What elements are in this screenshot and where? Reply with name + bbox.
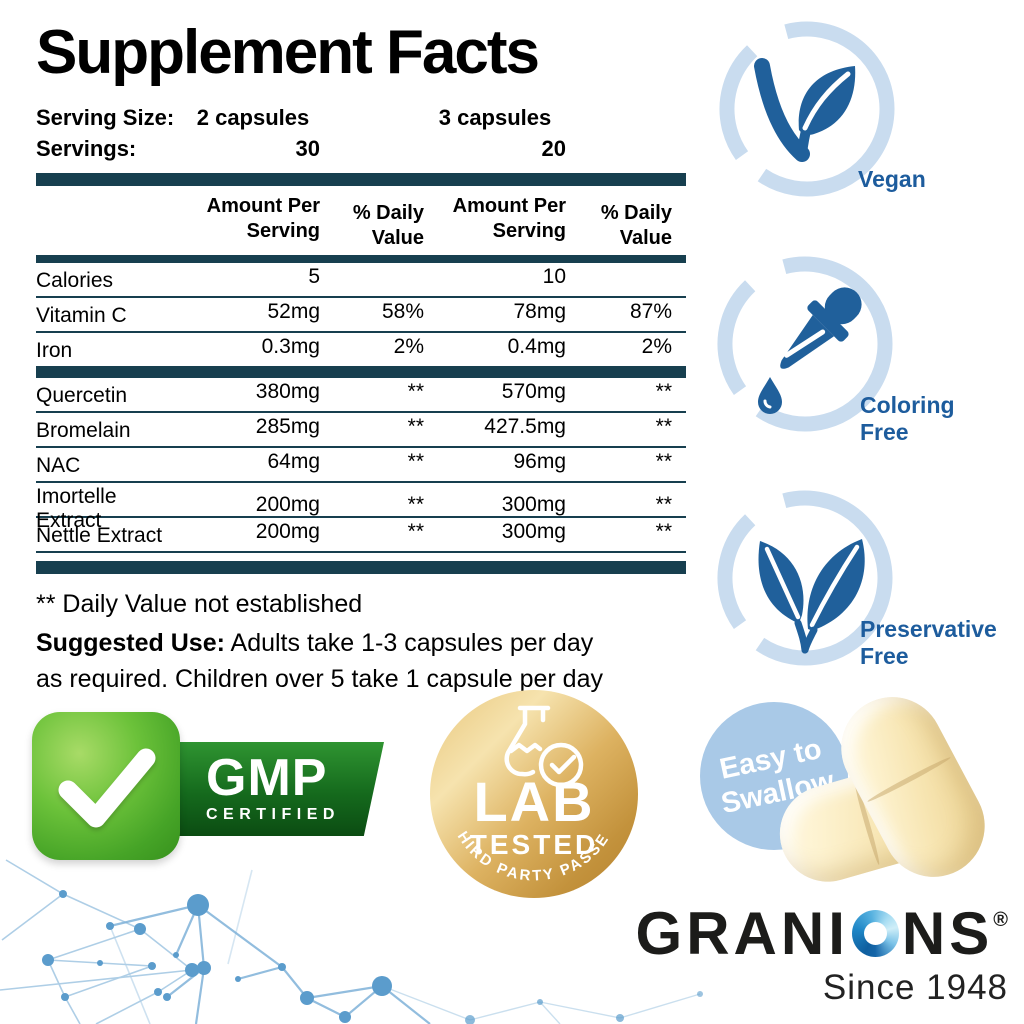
row-name: Imortelle Extract <box>36 484 117 532</box>
green-checkmark-icon <box>32 712 180 860</box>
row-dv-2: ** <box>655 492 672 516</box>
table-header: Amount Per Serving % Daily Value Amount … <box>36 194 686 251</box>
table-row: Bromelain 285mg ** 427.5mg ** <box>36 413 686 448</box>
vegan-label: Vegan <box>858 166 926 192</box>
gmp-title: GMP <box>206 748 328 807</box>
serving-size-label: Serving Size: <box>36 105 175 131</box>
row-amount-2: 300mg <box>501 520 566 544</box>
header-dv-2: % Daily Value <box>600 201 672 249</box>
registered-trademark: ® <box>993 909 1008 931</box>
lab-tested-seal: LAB TESTED THIRD PARTY PASSED <box>421 675 640 900</box>
row-name: Calories <box>36 269 114 293</box>
leaves-icon <box>717 490 893 666</box>
brand-logo: GRANI NS® Since 1948 <box>636 904 1008 1008</box>
gmp-banner: GMP CERTIFIED <box>160 742 384 836</box>
row-amount-1: 200mg <box>255 520 320 544</box>
servings-option1: 30 <box>295 136 320 162</box>
row-name: NAC <box>36 454 81 478</box>
table-row: Imortelle Extract 200mg ** 300mg ** <box>36 483 686 532</box>
divider-thick-top <box>36 172 686 186</box>
brand-tagline: Since 1948 <box>822 968 1008 1007</box>
row-name: Nettle Extract <box>36 524 163 548</box>
header-amount-2: Amount Per Serving <box>452 194 566 242</box>
table-row: Calories 5 10 <box>36 263 686 298</box>
row-amount-1: 380mg <box>255 380 320 404</box>
table-row: Nettle Extract 200mg ** 300mg ** <box>36 518 686 553</box>
divider-heavy <box>36 367 686 378</box>
row-dv-1: ** <box>407 380 424 404</box>
table-row: NAC 64mg ** 96mg ** <box>36 448 686 483</box>
table-row: Vitamin C 52mg 58% 78mg 87% <box>36 298 686 333</box>
table-row: Iron 0.3mg 2% 0.4mg 2% <box>36 333 686 368</box>
row-amount-2: 300mg <box>501 492 566 516</box>
lab-subtitle: TESTED <box>470 829 598 860</box>
row-dv-1: ** <box>407 450 424 474</box>
serving-info: Serving Size: 2 capsules 3 capsules Serv… <box>36 103 686 165</box>
flask-check-icon: LAB TESTED THIRD PARTY PASSED <box>421 675 638 898</box>
row-amount-2: 96mg <box>513 450 566 474</box>
suggested-use-line1: Adults take 1-3 capsules per day <box>230 628 594 657</box>
row-amount-2: 10 <box>542 265 566 289</box>
row-amount-1: 52mg <box>267 300 320 324</box>
panel-title: Supplement Facts <box>36 18 540 87</box>
row-name: Quercetin <box>36 384 128 408</box>
row-dv-1: ** <box>407 520 424 544</box>
row-dv-1: ** <box>407 415 424 439</box>
row-amount-1: 285mg <box>255 415 320 439</box>
row-name: Bromelain <box>36 419 131 443</box>
serving-size-option2: 3 capsules <box>438 105 552 131</box>
daily-value-footnote: ** Daily Value not established <box>36 589 363 618</box>
row-dv-2: ** <box>655 380 672 404</box>
gmp-certified-seal: GMP CERTIFIED <box>32 712 384 868</box>
row-dv-1: 58% <box>381 300 424 324</box>
divider-thick-bottom <box>36 560 686 574</box>
row-dv-1: ** <box>407 492 424 516</box>
row-name: Vitamin C <box>36 304 127 328</box>
divider-medium <box>36 254 686 263</box>
row-dv-2: ** <box>655 450 672 474</box>
serving-size-row: Serving Size: 2 capsules 3 capsules <box>36 103 686 134</box>
table-row: Quercetin 380mg ** 570mg ** <box>36 378 686 413</box>
row-amount-2: 78mg <box>513 300 566 324</box>
network-pattern-decoration <box>0 859 703 1024</box>
lab-title: LAB <box>473 770 594 833</box>
suggested-use-label: Suggested Use: <box>36 628 225 657</box>
serving-size-option1: 2 capsules <box>196 105 310 131</box>
preservative-free-label: Preservative Free <box>860 616 997 669</box>
row-dv-1: 2% <box>393 335 424 359</box>
gmp-subtitle: CERTIFIED <box>206 806 340 824</box>
brand-name: GRANI NS® <box>635 900 1008 967</box>
row-amount-2: 427.5mg <box>484 415 566 439</box>
row-amount-1: 5 <box>308 265 320 289</box>
dropper-icon <box>717 256 893 432</box>
row-dv-2: ** <box>655 415 672 439</box>
brand-ring-icon <box>851 910 899 957</box>
servings-option2: 20 <box>541 136 566 162</box>
suggested-use-line2: as required. Children over 5 take 1 caps… <box>36 664 603 693</box>
header-dv-1: % Daily Value <box>352 201 424 249</box>
row-amount-2: 0.4mg <box>507 335 566 359</box>
coloring-free-label: Coloring Free <box>860 392 955 445</box>
row-amount-1: 64mg <box>267 450 320 474</box>
row-dv-2: 2% <box>641 335 672 359</box>
servings-label: Servings: <box>36 136 137 162</box>
servings-row: Servings: 30 20 <box>36 134 686 165</box>
row-dv-2: ** <box>655 520 672 544</box>
suggested-use: Suggested Use: Adults take 1-3 capsules … <box>36 625 686 697</box>
row-name: Iron <box>36 339 73 363</box>
vegan-leaf-icon <box>719 21 895 197</box>
row-dv-2: 87% <box>629 300 672 324</box>
row-amount-2: 570mg <box>501 380 566 404</box>
supplement-facts-panel: Supplement Facts Serving Size: 2 capsule… <box>36 18 686 697</box>
row-amount-1: 0.3mg <box>261 335 320 359</box>
header-amount-1: Amount Per Serving <box>206 194 320 242</box>
row-amount-1: 200mg <box>255 492 320 516</box>
facts-table-body: Calories 5 10 Vitamin C 52mg 58% 78mg 87% Iron 0.… <box>36 263 686 553</box>
